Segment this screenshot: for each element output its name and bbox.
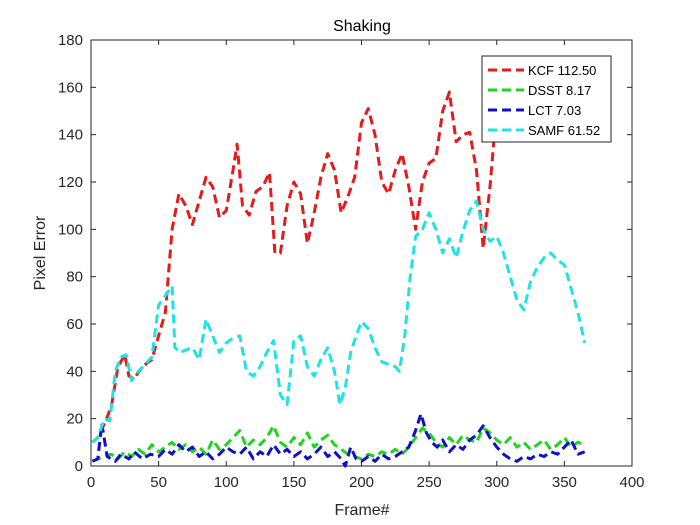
legend-label-dsst: DSST 8.17 bbox=[528, 83, 591, 98]
x-tick-label: 200 bbox=[349, 474, 374, 491]
x-tick-label: 150 bbox=[281, 474, 306, 491]
y-tick-label: 60 bbox=[66, 316, 83, 333]
series-line-kcf bbox=[91, 90, 496, 444]
series-lines bbox=[91, 90, 587, 468]
y-tick-label: 0 bbox=[75, 458, 83, 475]
legend: KCF 112.50 DSST 8.17 LCT 7.03 SAMF 61.52 bbox=[481, 55, 612, 143]
y-tick-label: 140 bbox=[58, 127, 83, 144]
x-tick-label: 400 bbox=[619, 474, 644, 491]
legend-items: KCF 112.50 DSST 8.17 LCT 7.03 SAMF 61.52 bbox=[488, 63, 600, 138]
x-tick-label: 0 bbox=[87, 474, 95, 491]
x-tick-label: 250 bbox=[417, 474, 442, 491]
x-tick-label: 300 bbox=[484, 474, 509, 491]
legend-label-lct: LCT 7.03 bbox=[528, 103, 581, 118]
series-line-dsst bbox=[91, 424, 586, 463]
legend-label-kcf: KCF 112.50 bbox=[528, 63, 596, 78]
x-tick-label: 50 bbox=[150, 474, 167, 491]
y-axis-title: Pixel Error bbox=[32, 215, 49, 290]
y-tick-label: 40 bbox=[66, 363, 83, 380]
x-tick-label: 100 bbox=[214, 474, 239, 491]
y-tick-label: 100 bbox=[58, 221, 83, 238]
y-tick-label: 20 bbox=[66, 411, 83, 428]
y-tick-label: 120 bbox=[58, 174, 83, 191]
x-axis-ticks: 0 50 100 150 200 250 300 350 400 bbox=[87, 40, 645, 491]
y-tick-label: 80 bbox=[66, 269, 83, 286]
x-axis-title: Frame# bbox=[334, 502, 389, 519]
chart-title: Shaking bbox=[333, 18, 391, 35]
y-tick-label: 180 bbox=[58, 32, 83, 49]
legend-label-samf: SAMF 61.52 bbox=[528, 123, 600, 138]
x-tick-label: 350 bbox=[552, 474, 577, 491]
y-axis-ticks: 0 20 40 60 80 100 120 140 160 180 bbox=[58, 32, 632, 475]
y-tick-label: 160 bbox=[58, 79, 83, 96]
series-line-samf bbox=[91, 199, 587, 444]
